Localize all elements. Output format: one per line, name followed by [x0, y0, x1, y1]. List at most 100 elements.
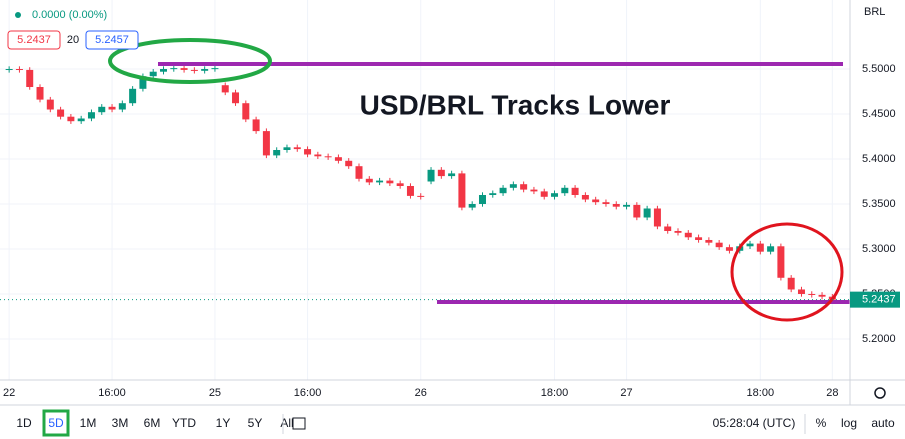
candle-body — [262, 131, 270, 156]
candle-body — [36, 87, 44, 100]
candle-body — [417, 195, 425, 197]
y-tick-label: 5.5000 — [862, 63, 896, 75]
candle-body — [664, 226, 672, 231]
range-button[interactable]: 5D — [48, 416, 64, 430]
candle-body — [293, 147, 301, 150]
percent-toggle[interactable]: % — [816, 416, 827, 430]
candle-body — [273, 150, 281, 156]
candle-body — [468, 203, 476, 208]
candle-body — [283, 147, 291, 151]
candle-body — [201, 69, 209, 71]
y-tick-label: 5.4000 — [862, 153, 896, 165]
candle-body — [108, 106, 116, 110]
candle-body — [252, 119, 260, 132]
candle-body — [427, 169, 435, 182]
candle-body — [15, 69, 23, 71]
range-button[interactable]: 1D — [16, 416, 32, 430]
candle-body — [355, 166, 363, 179]
last-price-label: 5.2437 — [862, 294, 896, 306]
candle-body — [221, 85, 229, 93]
candle-body — [129, 88, 137, 104]
bid-box — [7, 30, 61, 50]
candle-body — [170, 68, 178, 70]
candle-body — [633, 204, 641, 218]
candle-body — [77, 118, 85, 122]
candle-body — [5, 69, 13, 71]
candle-body — [684, 232, 692, 238]
ask-box — [85, 30, 139, 50]
candle-body — [653, 208, 661, 227]
status-dot — [15, 12, 21, 18]
candle-body — [808, 293, 816, 295]
candle-body — [725, 247, 733, 251]
candle-body — [396, 183, 404, 186]
candle-body — [592, 199, 600, 203]
candle-body — [705, 239, 713, 243]
candle-body — [406, 185, 414, 196]
compare-icon[interactable] — [292, 417, 306, 430]
highlight-ellipse — [730, 222, 844, 322]
range-button[interactable]: YTD — [172, 416, 196, 430]
y-tick-label: 5.3000 — [862, 243, 896, 255]
candle-body — [767, 246, 775, 252]
candle-body — [211, 68, 219, 70]
candle-body — [818, 294, 826, 297]
x-tick-label: 16:00 — [98, 387, 126, 399]
candle-body — [787, 277, 795, 290]
last-price-box — [850, 291, 900, 308]
candle-body — [118, 103, 126, 110]
change: 0.0000 (0.00%) — [32, 9, 107, 21]
candle-body — [334, 157, 342, 161]
candle-body — [489, 193, 497, 195]
range-button[interactable]: 3M — [112, 416, 129, 430]
highlight-ellipse — [108, 38, 272, 84]
candle-body — [139, 76, 147, 89]
candle-body — [777, 246, 785, 278]
candle-body — [448, 173, 456, 177]
range-button[interactable]: All — [280, 416, 293, 430]
candle-body — [190, 69, 198, 71]
candle-body — [26, 69, 34, 88]
x-tick-label: 16:00 — [294, 387, 322, 399]
candle-body — [756, 243, 764, 252]
chart-title: USD/BRL Tracks Lower — [360, 89, 671, 120]
candle-body — [674, 230, 682, 233]
candle-body — [458, 173, 466, 208]
x-tick-label: 28 — [826, 387, 838, 399]
candle-body — [314, 154, 322, 157]
range-button[interactable]: 5Y — [248, 416, 263, 430]
log-toggle[interactable]: log — [841, 416, 857, 430]
candle-body — [324, 156, 332, 158]
candle-body — [561, 187, 569, 194]
candle-body — [304, 149, 312, 155]
candle-body — [180, 68, 188, 70]
candle-body — [149, 71, 157, 77]
y-tick-label: 5.2000 — [862, 333, 896, 345]
range-button[interactable]: 1Y — [216, 416, 231, 430]
candle-body — [365, 178, 373, 183]
y-tick-label: 5.4500 — [862, 108, 896, 120]
candle-body — [643, 208, 651, 218]
spread: 20 — [67, 34, 79, 46]
settings-icon[interactable] — [874, 387, 886, 399]
candle-body — [87, 112, 95, 119]
candle-body — [623, 204, 631, 207]
range-button[interactable]: 1M — [80, 416, 97, 430]
candle-body — [530, 189, 538, 192]
range-button[interactable]: 6M — [144, 416, 161, 430]
candle-body — [98, 106, 106, 113]
settings-gear — [874, 387, 886, 399]
auto-toggle[interactable]: auto — [871, 416, 895, 430]
x-tick-label: 22 — [3, 387, 15, 399]
candle-body — [67, 116, 75, 122]
candle-body — [509, 184, 517, 188]
x-tick-label: 25 — [209, 387, 221, 399]
candle-body — [520, 184, 528, 190]
bid: 5.2437 — [17, 34, 51, 46]
candle-body — [478, 194, 486, 204]
candle-body — [715, 242, 723, 248]
candle-body — [232, 92, 240, 104]
x-tick-label: 27 — [620, 387, 632, 399]
x-tick-label: 26 — [415, 387, 427, 399]
